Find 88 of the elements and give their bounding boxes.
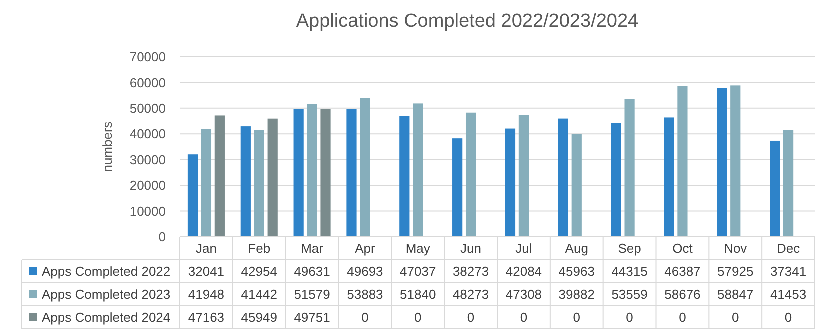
data-label: 48273 [452,287,490,302]
data-label: 45963 [558,264,595,280]
legend-label: Apps Completed 2024 [42,310,171,326]
data-label: 47037 [400,264,436,280]
legend-label: Apps Completed 2022 [42,264,171,280]
data-label: 49631 [294,264,330,280]
bar [320,109,331,237]
data-label: 0 [626,310,634,326]
data-label: 32041 [188,264,225,280]
data-label: 42084 [506,264,542,280]
y-tick-label: 40000 [130,126,166,142]
x-tick-label: Jan [196,241,217,256]
y-tick-label: 70000 [130,50,166,65]
data-label: 39882 [558,287,595,302]
data-label: 49693 [347,264,384,280]
bar [466,112,476,237]
x-tick-label: Jul [516,241,532,256]
data-label: 44315 [612,264,648,280]
bar [346,109,357,237]
bar [188,154,198,237]
x-tick-label: Oct [672,241,694,256]
data-label: 45949 [241,310,278,326]
bar [254,130,264,237]
data-label: 41948 [188,287,225,302]
chart-title: Applications Completed 2022/2023/2024 [296,11,640,32]
data-label: 57925 [718,264,754,280]
bar [505,128,516,237]
data-label: 41442 [241,287,278,302]
y-axis-title: numbers [100,121,115,172]
bar [518,115,530,237]
data-label: 58847 [718,287,754,302]
data-label: 42954 [241,264,278,280]
bar [294,109,304,237]
bar [558,118,568,237]
bar [307,104,318,237]
bar [572,134,582,237]
data-label: 38273 [452,264,490,280]
bar [452,138,463,237]
data-label: 0 [467,310,475,326]
bar [214,116,225,237]
y-tick-label: 10000 [130,204,166,219]
legend-label: Apps Completed 2023 [42,287,171,302]
bar [413,104,424,237]
x-tick-label: Apr [355,241,376,256]
data-label: 49751 [294,310,330,326]
data-label: 0 [362,310,369,326]
bar [730,86,741,237]
data-label: 53559 [612,287,648,302]
bar [268,118,278,237]
bar [770,140,780,237]
bar [624,99,635,237]
data-label: 53883 [347,287,384,302]
x-tick-label: Sep [618,241,642,256]
x-tick-label: Dec [776,241,801,256]
bar [201,129,212,237]
x-tick-label: Feb [248,241,271,256]
x-tick-label: Mar [301,241,324,256]
y-tick-label: 50000 [130,100,166,116]
bar [400,116,410,237]
bar [240,126,251,237]
data-label: 0 [520,310,528,326]
bar [611,123,622,237]
x-tick-label: May [406,241,431,256]
data-label: 37341 [770,264,807,280]
data-label: 51579 [294,287,330,302]
x-tick-label: Aug [565,241,588,256]
data-label: 0 [573,310,580,326]
x-tick-label: Jun [460,241,482,256]
bar [717,88,728,237]
data-label: 0 [732,310,740,326]
data-label: 46387 [664,264,701,280]
bar [664,118,674,237]
data-label: 58676 [664,287,701,302]
data-label: 47163 [188,310,225,326]
data-label: 0 [414,310,422,326]
data-label: 0 [679,310,686,326]
y-tick-label: 30000 [130,152,166,168]
data-label: 41453 [770,287,807,302]
x-tick-label: Nov [724,241,748,256]
bar [783,130,794,237]
y-tick-label: 60000 [130,75,166,90]
data-label: 47308 [506,287,542,302]
y-tick-label: 0 [158,230,166,245]
data-label: 51840 [400,287,436,302]
y-tick-label: 20000 [130,178,166,194]
bar [360,98,370,237]
bar [678,86,688,237]
data-label: 0 [784,310,792,326]
